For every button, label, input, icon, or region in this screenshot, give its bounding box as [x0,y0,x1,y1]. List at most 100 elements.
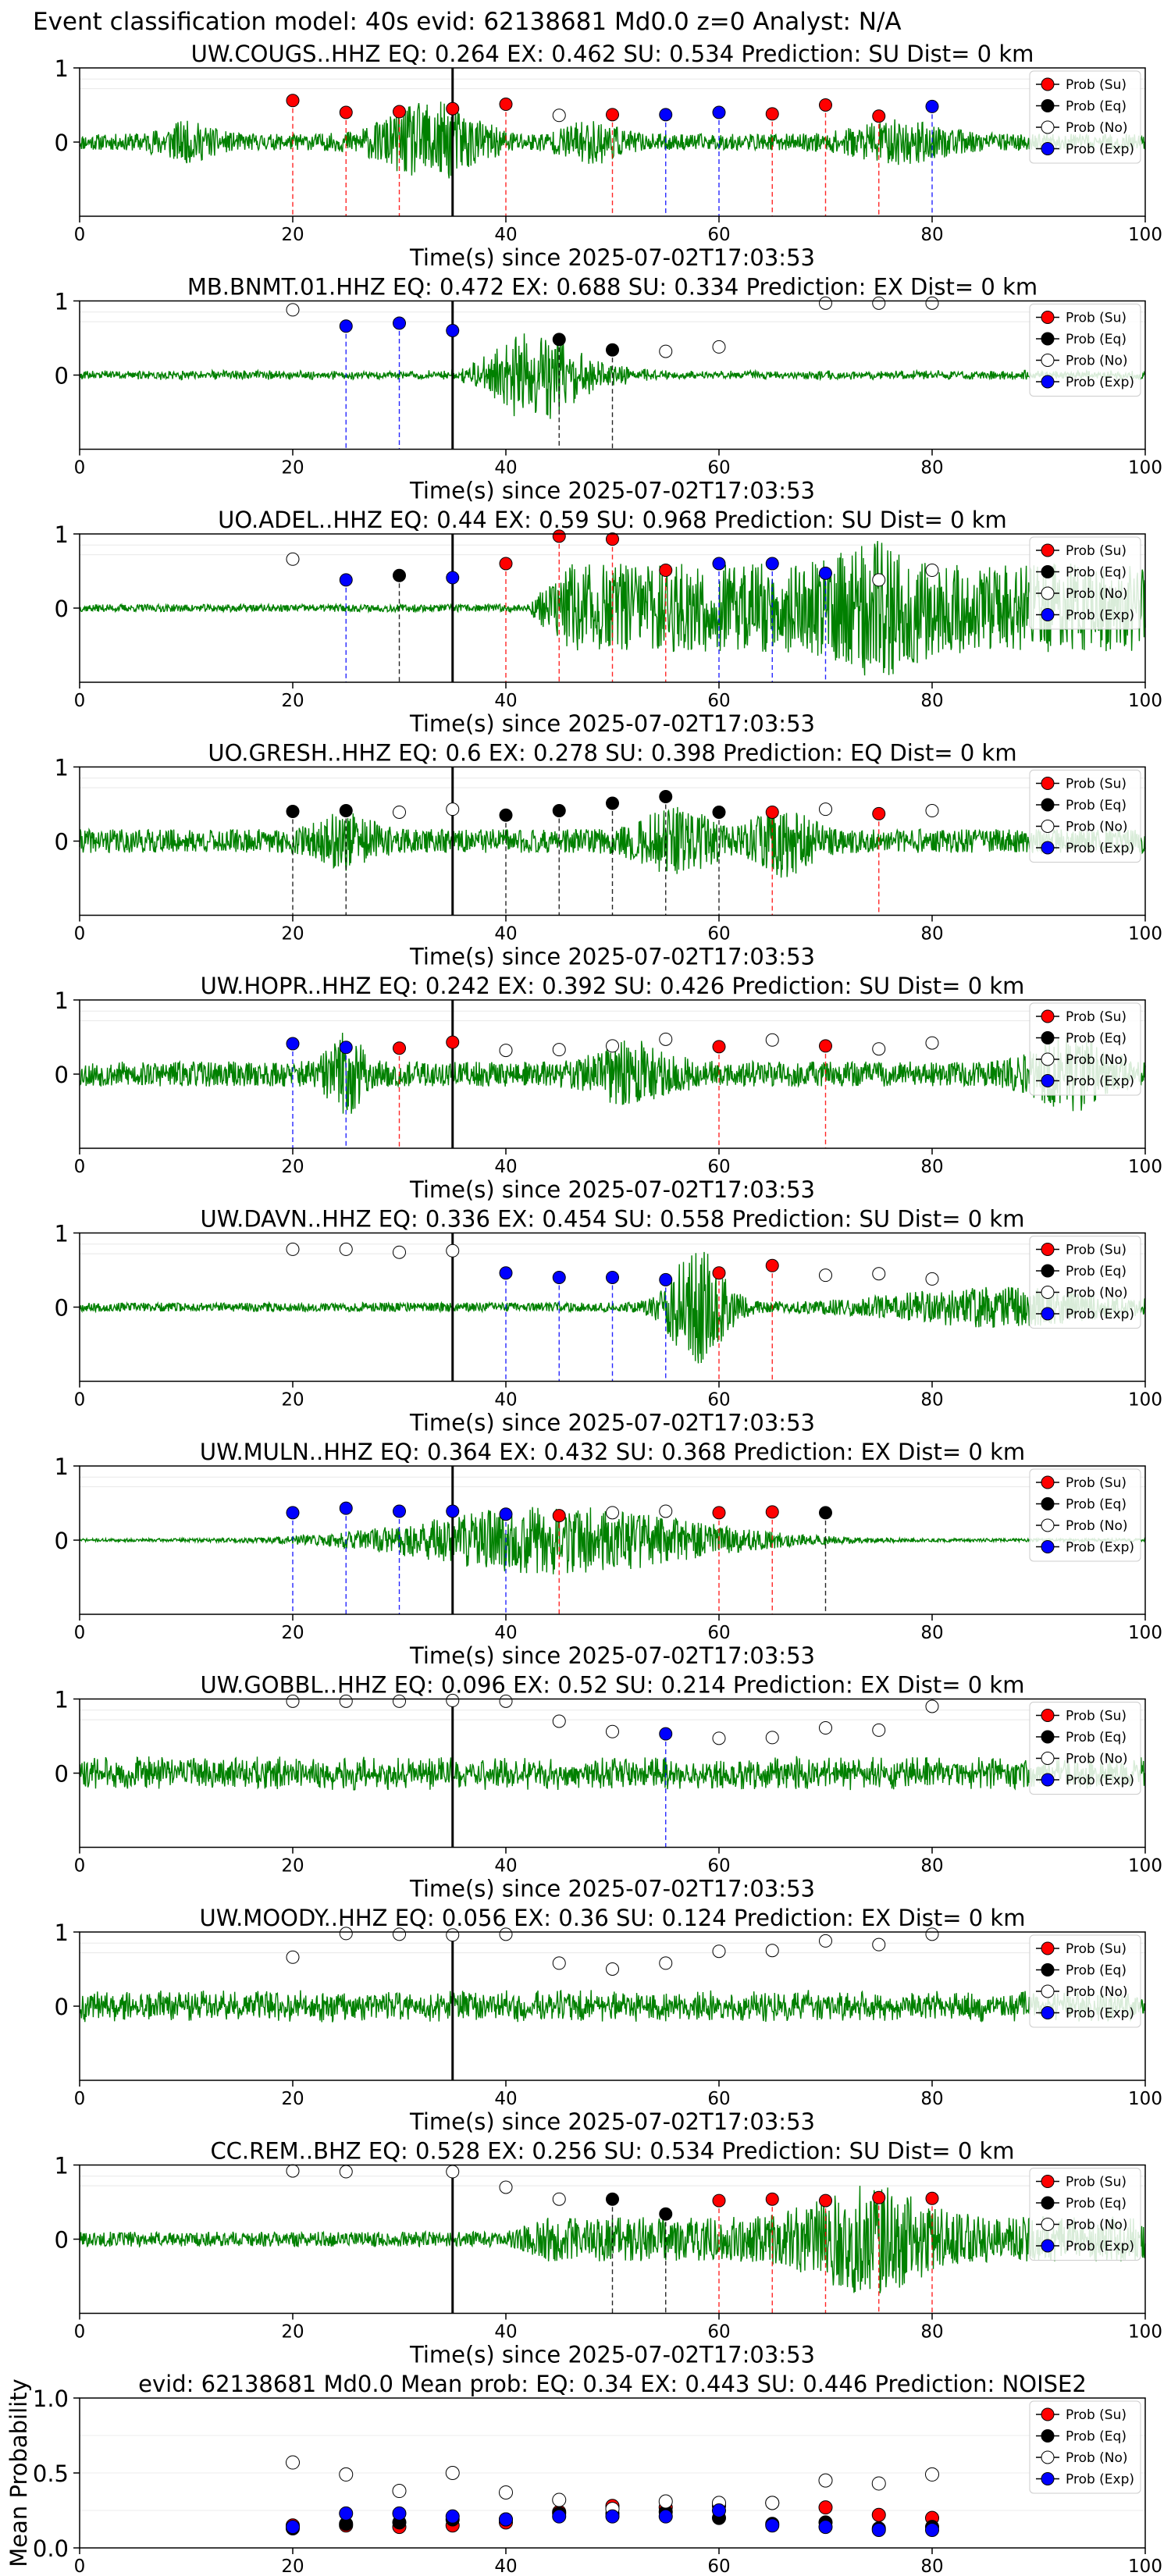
prob-marker-exp [712,557,726,571]
legend: Prob (Su) Prob (Eq) Prob (No) Prob (Exp) [1029,1468,1141,1562]
legend-marker-no [1041,120,1055,134]
x-tick-label: 60 [707,691,730,711]
prob-marker-no [872,1937,886,1952]
y-axis-label: Mean Probability [5,2379,32,2567]
prob-marker-su [446,101,460,116]
prob-marker-su [712,2194,726,2208]
prob-marker-no [339,2165,353,2179]
station-panel-6: UW.MULN..HHZ EQ: 0.364 EX: 0.432 SU: 0.3… [55,1439,1162,1669]
legend-marker-exp [1041,1540,1055,1553]
legend-label-su: Prob (Su) [1066,543,1127,559]
y-tick-label: 1 [55,1221,69,1247]
legend-marker-eq [1041,798,1055,812]
prob-marker-no [606,1724,619,1738]
legend-marker-su [1041,77,1055,91]
x-tick-label: 0 [74,1390,86,1411]
station-panel-8: UW.MOODY..HHZ EQ: 0.056 EX: 0.36 SU: 0.1… [55,1905,1162,2135]
prob-marker-no [499,1927,513,1941]
y-tick-label: 0 [55,1528,69,1554]
mean-marker-su [871,2507,886,2522]
prob-marker-no [872,1042,886,1056]
prob-marker-eq [552,804,566,818]
x-tick-label: 0 [74,458,86,479]
legend-marker-su [1041,1475,1055,1489]
legend-label-no: Prob (No) [1066,120,1128,136]
legend-frame [1029,2400,1141,2494]
panels-container: UW.COUGS..HHZ EQ: 0.264 EX: 0.462 SU: 0.… [5,41,1162,2576]
y-tick-label: 0 [55,2227,69,2254]
prob-marker-exp [552,1271,566,1284]
prob-marker-eq [606,2192,619,2206]
legend-marker-su [1041,1709,1055,1722]
prob-marker-su [872,109,886,123]
x-tick-label: 100 [1128,225,1162,245]
legend-frame [1029,1002,1141,1096]
prob-marker-su [339,105,353,119]
prob-marker-exp [339,319,353,333]
legend-label-eq: Prob (Eq) [1066,99,1127,115]
y-tick-label: 0 [55,1994,69,2020]
legend-label-su: Prob (Su) [1066,1709,1127,1724]
legend-label-exp: Prob (Exp) [1066,841,1134,856]
prob-marker-no [765,1033,779,1047]
x-tick-label: 0 [74,1157,86,1177]
prob-marker-no [872,1267,886,1281]
prob-marker-no [925,1699,939,1713]
prob-marker-su [819,98,832,112]
legend-marker-eq [1041,1730,1055,1744]
x-tick-label: 40 [494,1157,517,1177]
prob-marker-no [446,2165,460,2179]
mean-marker-exp [925,2522,939,2537]
legend-marker-no [1041,1984,1055,1998]
y-tick-label: 1 [55,755,69,781]
legend-marker-exp [1041,1307,1055,1321]
x-axis-label: Time(s) since 2025-07-02T17:03:53 [409,944,815,970]
mean-marker-no [871,2476,886,2491]
x-tick-label: 20 [281,2089,304,2109]
prob-marker-eq [606,796,619,810]
prob-marker-exp [286,1037,300,1051]
legend-label-no: Prob (No) [1066,586,1128,602]
prob-marker-no [819,802,832,817]
x-tick-label: 80 [920,1623,943,1643]
legend-label-no: Prob (No) [1066,1518,1128,1534]
legend-frame [1029,770,1141,863]
legend-marker-su [1041,1243,1055,1256]
x-tick-label: 0 [74,2556,86,2576]
y-tick-label: 0.0 [33,2535,69,2562]
y-tick-label: 1 [55,1920,69,1946]
x-tick-label: 80 [920,691,943,711]
prob-marker-eq [286,805,300,818]
legend-label-su: Prob (Su) [1066,1243,1127,1258]
legend: Prob (Su) Prob (Eq) Prob (No) Prob (Exp) [1029,2400,1141,2494]
x-tick-label: 40 [494,458,517,479]
mean-marker-exp [392,2506,407,2521]
station-panel-5: UW.DAVN..HHZ EQ: 0.336 EX: 0.454 SU: 0.5… [55,1206,1162,1436]
prob-marker-no [393,1927,406,1941]
y-tick-label: 1 [55,1687,69,1713]
legend-marker-exp [1041,841,1055,855]
prob-marker-exp [499,1266,513,1280]
legend-frame [1029,70,1141,164]
panel-title: UW.HOPR..HHZ EQ: 0.242 EX: 0.392 SU: 0.4… [201,973,1025,999]
x-tick-label: 60 [707,458,730,479]
station-panel-4: UW.HOPR..HHZ EQ: 0.242 EX: 0.392 SU: 0.4… [55,973,1162,1203]
x-tick-label: 0 [74,2322,86,2343]
station-panel-1: MB.BNMT.01.HHZ EQ: 0.472 EX: 0.688 SU: 0… [55,274,1162,504]
legend-frame [1029,2168,1141,2261]
prob-marker-eq [499,808,513,822]
mean-marker-exp [339,2506,354,2521]
legend-label-no: Prob (No) [1066,1752,1128,1767]
prob-marker-no [819,296,832,310]
legend-frame [1029,1468,1141,1562]
mean-marker-exp [286,2520,300,2535]
legend-marker-no [1041,2450,1055,2464]
x-tick-label: 100 [1128,691,1162,711]
legend: Prob (Su) Prob (Eq) Prob (No) Prob (Exp) [1029,770,1141,863]
legend-marker-su [1041,1941,1055,1955]
y-tick-label: 0 [55,1295,69,1322]
mean-marker-no [818,2473,833,2488]
x-tick-label: 20 [281,2322,304,2343]
x-tick-label: 60 [707,2322,730,2343]
legend-label-no: Prob (No) [1066,2218,1128,2233]
